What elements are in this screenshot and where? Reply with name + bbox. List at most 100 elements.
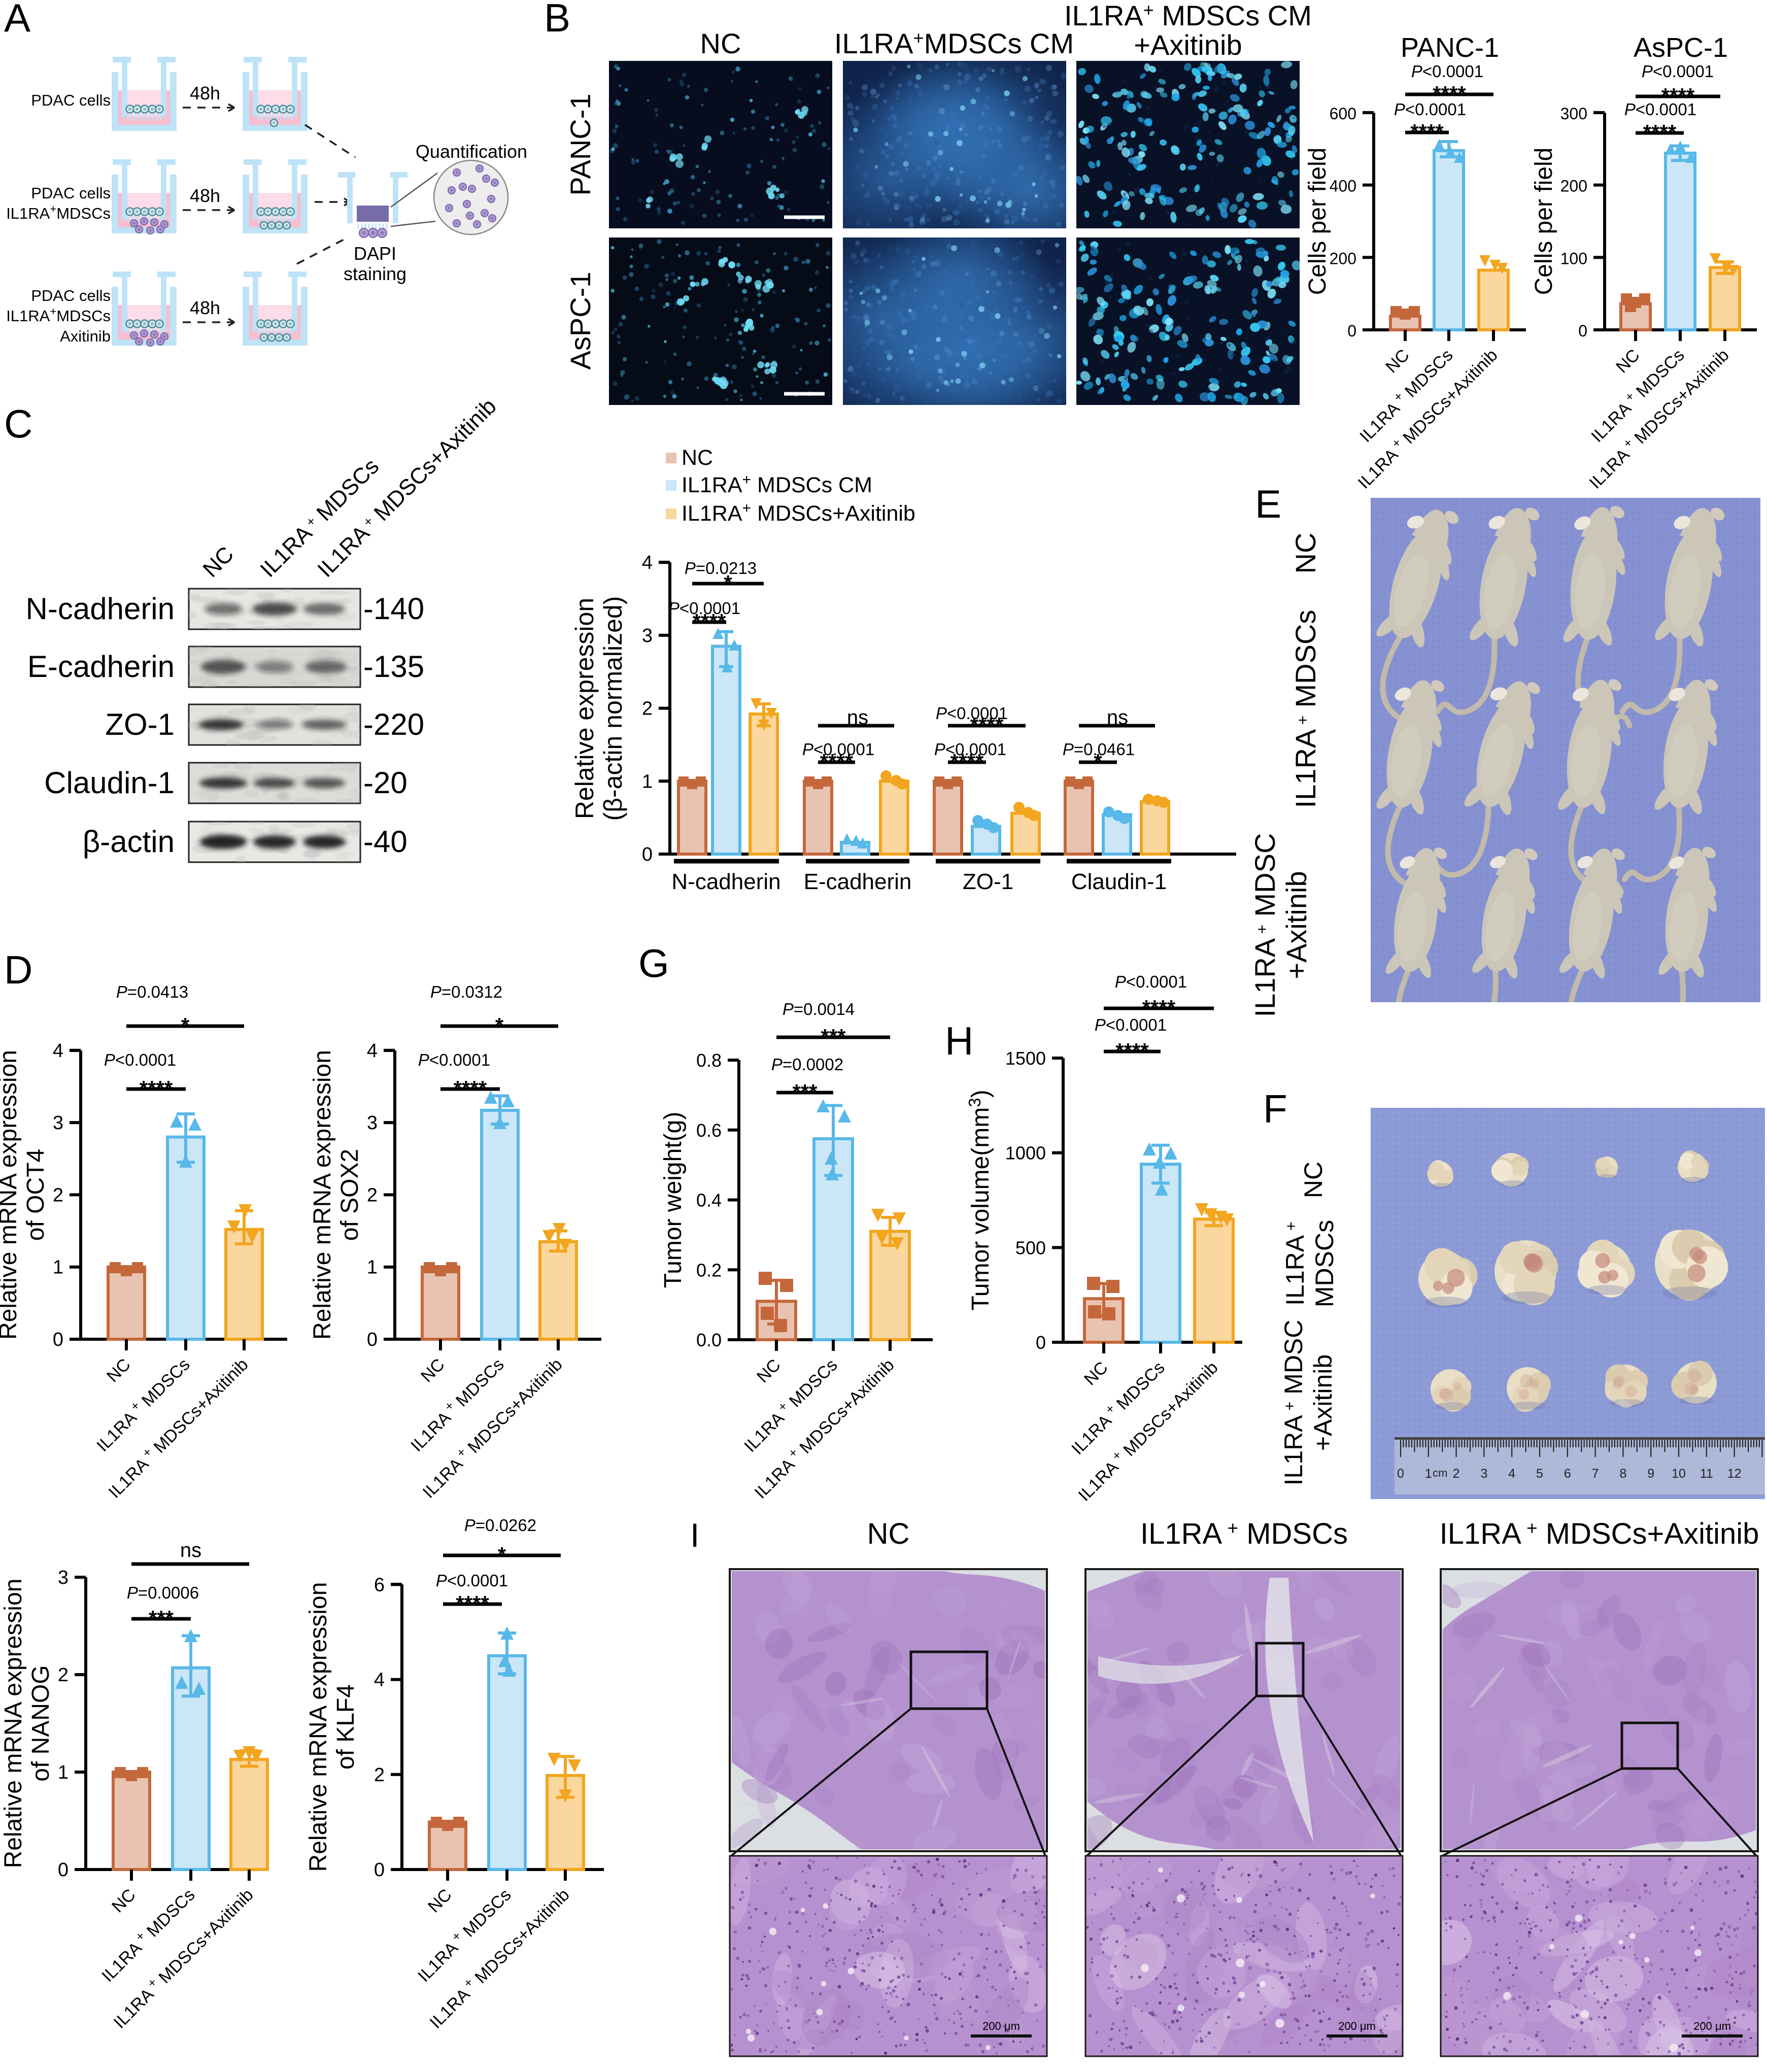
svg-text:Tumor weight(g): Tumor weight(g) bbox=[660, 1112, 687, 1288]
svg-text:5: 5 bbox=[1536, 1467, 1543, 1481]
svg-text:of NANOG: of NANOG bbox=[27, 1665, 54, 1781]
svg-text:PANC-1: PANC-1 bbox=[564, 93, 596, 195]
svg-text:4: 4 bbox=[1508, 1467, 1515, 1481]
svg-text:200: 200 bbox=[1560, 177, 1587, 195]
svg-text:Relative mRNA expression: Relative mRNA expression bbox=[309, 1050, 336, 1340]
svg-text:ZO-1: ZO-1 bbox=[963, 869, 1013, 894]
svg-text:IL1RA+MDSCs CM: IL1RA+MDSCs CM bbox=[834, 27, 1074, 59]
svg-text:IL1RA + MDSCs+Axitinib: IL1RA + MDSCs+Axitinib bbox=[1440, 1517, 1759, 1550]
svg-text:AsPC-1: AsPC-1 bbox=[1634, 32, 1728, 63]
svg-text:(β-actin normalized): (β-actin normalized) bbox=[599, 596, 627, 821]
svg-text:P=0.0014: P=0.0014 bbox=[783, 1000, 855, 1018]
svg-text:cm: cm bbox=[1433, 1467, 1447, 1479]
svg-text:C: C bbox=[4, 401, 32, 446]
svg-text:0.2: 0.2 bbox=[696, 1260, 722, 1280]
svg-text:D: D bbox=[4, 947, 32, 992]
svg-text:100: 100 bbox=[1560, 249, 1587, 267]
svg-text:4: 4 bbox=[374, 1670, 385, 1691]
svg-text:β-actin: β-actin bbox=[83, 825, 175, 859]
svg-text:Relative mRNA expression: Relative mRNA expression bbox=[0, 1050, 22, 1340]
svg-text:400: 400 bbox=[1330, 177, 1356, 195]
svg-text:Axitinib: Axitinib bbox=[60, 327, 111, 345]
svg-text:-40: -40 bbox=[363, 825, 407, 859]
svg-text:Tumor volume(mm3): Tumor volume(mm3) bbox=[965, 1090, 994, 1310]
svg-text:Cells per field: Cells per field bbox=[1304, 148, 1331, 295]
svg-text:P=0.0262: P=0.0262 bbox=[464, 1516, 536, 1535]
svg-text:P<0.0001: P<0.0001 bbox=[1642, 62, 1714, 81]
svg-text:1: 1 bbox=[53, 1257, 63, 1278]
svg-text:N-cadherin: N-cadherin bbox=[26, 592, 175, 626]
svg-text:3: 3 bbox=[58, 1567, 69, 1588]
svg-text:AsPC-1: AsPC-1 bbox=[564, 272, 596, 370]
svg-text:NC: NC bbox=[867, 1517, 910, 1550]
svg-text:6: 6 bbox=[1564, 1467, 1571, 1481]
svg-text:200 μm: 200 μm bbox=[1693, 2020, 1731, 2032]
svg-text:PDAC cells: PDAC cells bbox=[31, 91, 111, 109]
svg-text:300: 300 bbox=[1560, 105, 1587, 123]
svg-text:200: 200 bbox=[1330, 249, 1356, 267]
svg-text:11: 11 bbox=[1700, 1467, 1713, 1481]
svg-text:1: 1 bbox=[58, 1762, 69, 1783]
svg-text:-20: -20 bbox=[363, 766, 407, 800]
svg-text:Relative mRNA expression: Relative mRNA expression bbox=[305, 1582, 332, 1872]
svg-text:4: 4 bbox=[53, 1040, 63, 1062]
svg-text:12: 12 bbox=[1727, 1467, 1742, 1481]
svg-text:P<0.0001: P<0.0001 bbox=[668, 599, 740, 618]
svg-text:10: 10 bbox=[1672, 1467, 1686, 1481]
svg-text:-140: -140 bbox=[363, 592, 424, 626]
svg-text:0.4: 0.4 bbox=[696, 1190, 722, 1211]
svg-text:of KLF4: of KLF4 bbox=[332, 1684, 359, 1770]
svg-text:B: B bbox=[544, 0, 570, 40]
svg-text:1: 1 bbox=[1425, 1467, 1432, 1481]
svg-text:P<0.0001: P<0.0001 bbox=[1115, 972, 1187, 991]
svg-text:P=0.0413: P=0.0413 bbox=[116, 982, 188, 1001]
svg-text:6: 6 bbox=[374, 1574, 385, 1595]
svg-text:NC: NC bbox=[700, 27, 741, 59]
svg-text:2: 2 bbox=[642, 698, 653, 720]
svg-text:P<0.0001: P<0.0001 bbox=[1095, 1015, 1167, 1034]
svg-text:staining: staining bbox=[344, 263, 406, 284]
svg-text:MDSCs: MDSCs bbox=[1310, 1220, 1339, 1307]
svg-text:IL1RA + MDSCs: IL1RA + MDSCs bbox=[1140, 1517, 1348, 1550]
svg-text:48h: 48h bbox=[190, 83, 220, 104]
svg-text:Relative expression: Relative expression bbox=[570, 598, 599, 819]
svg-text:P=0.0312: P=0.0312 bbox=[430, 982, 502, 1001]
svg-text:P<0.0001: P<0.0001 bbox=[1411, 62, 1483, 81]
svg-text:4: 4 bbox=[642, 552, 653, 573]
svg-text:0.0: 0.0 bbox=[696, 1330, 722, 1350]
svg-text:500: 500 bbox=[1015, 1237, 1046, 1258]
svg-text:IL1RA + MDSC: IL1RA + MDSC bbox=[1249, 833, 1281, 1017]
svg-text:P<0.0001: P<0.0001 bbox=[104, 1050, 176, 1069]
svg-text:0: 0 bbox=[1578, 322, 1587, 340]
svg-text:200 μm: 200 μm bbox=[982, 2020, 1020, 2032]
svg-text:+Axitinib: +Axitinib bbox=[1280, 871, 1312, 979]
svg-text:2: 2 bbox=[1453, 1467, 1460, 1481]
svg-text:0: 0 bbox=[374, 1859, 385, 1881]
svg-text:4: 4 bbox=[367, 1040, 378, 1062]
svg-text:IL1RA+ MDSCs CM: IL1RA+ MDSCs CM bbox=[682, 471, 872, 497]
svg-text:2: 2 bbox=[367, 1184, 378, 1206]
svg-text:Relative mRNA expression: Relative mRNA expression bbox=[0, 1579, 27, 1869]
svg-text:0.6: 0.6 bbox=[696, 1120, 722, 1141]
svg-text:48h: 48h bbox=[190, 297, 220, 318]
svg-text:N-cadherin: N-cadherin bbox=[671, 869, 780, 894]
svg-text:PDAC cells: PDAC cells bbox=[31, 184, 111, 202]
svg-text:E-cadherin: E-cadherin bbox=[27, 650, 175, 684]
svg-text:8: 8 bbox=[1619, 1467, 1626, 1481]
svg-text:P<0.0001: P<0.0001 bbox=[936, 704, 1008, 723]
svg-text:600: 600 bbox=[1330, 105, 1356, 123]
svg-text:G: G bbox=[638, 941, 669, 986]
svg-text:DAPI: DAPI bbox=[354, 243, 396, 264]
svg-text:P<0.0001: P<0.0001 bbox=[436, 1571, 508, 1590]
svg-text:I: I bbox=[690, 1516, 699, 1554]
svg-text:PDAC cells: PDAC cells bbox=[31, 287, 111, 304]
svg-text:2: 2 bbox=[53, 1184, 63, 1206]
svg-text:P<0.0001: P<0.0001 bbox=[934, 740, 1006, 759]
svg-text:A: A bbox=[4, 0, 30, 40]
svg-text:ns: ns bbox=[180, 1539, 201, 1561]
svg-text:IL1RA +: IL1RA + bbox=[1281, 1221, 1309, 1306]
svg-text:1500: 1500 bbox=[1005, 1048, 1046, 1069]
svg-text:IL1RA + MDSCs: IL1RA + MDSCs bbox=[1289, 610, 1321, 808]
svg-text:P=0.0461: P=0.0461 bbox=[1063, 740, 1135, 759]
svg-text:2: 2 bbox=[374, 1764, 385, 1786]
